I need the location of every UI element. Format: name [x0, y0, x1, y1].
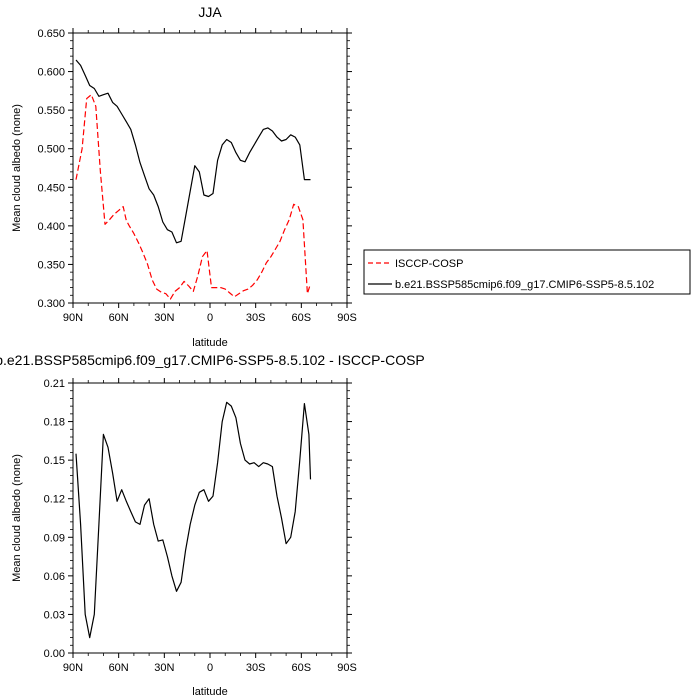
top-x-tick-label: 90N — [63, 312, 83, 324]
bottom-series-line-0 — [75, 401, 312, 639]
bottom-x-tick-label: 90N — [63, 662, 83, 674]
top-series-lines — [75, 59, 312, 300]
bottom-y-tick-label: 0.03 — [44, 609, 65, 621]
top-x-tick-label: 30N — [154, 312, 174, 324]
top-x-tick-label: 60N — [109, 312, 129, 324]
bottom-y-tick-label: 0.18 — [44, 417, 65, 429]
top-chart-title: JJA — [198, 4, 222, 20]
bottom-x-tick-label: 0 — [207, 662, 213, 674]
legend-label-model: b.e21.BSSP585cmip6.f09_g17.CMIP6-SSP5-8.… — [395, 279, 654, 291]
top-y-tick-label: 0.350 — [37, 259, 65, 271]
top-x-tick-label: 90S — [337, 312, 357, 324]
top-series-line-0 — [75, 94, 312, 300]
top-y-tick-label: 0.500 — [37, 144, 65, 156]
top-line-chart: JJA latitude Mean cloud albedo (none) 0.… — [11, 4, 357, 349]
bottom-series-lines — [75, 401, 312, 639]
top-y-tick-label: 0.550 — [37, 105, 65, 117]
legend-box — [363, 249, 691, 295]
top-x-tick-label: 60S — [292, 312, 312, 324]
top-x-tick-label: 0 — [207, 312, 213, 324]
bottom-x-ticks: 90N 60N 30N 0 30S 60S 90S — [63, 378, 357, 674]
bottom-x-tick-label: 30N — [154, 662, 174, 674]
top-y-tick-label: 0.450 — [37, 182, 65, 194]
top-y-tick-label: 0.400 — [37, 221, 65, 233]
top-y-axis-label: Mean cloud albedo (none) — [11, 104, 23, 232]
bottom-x-tick-label: 60S — [292, 662, 312, 674]
top-series-line-1 — [75, 59, 311, 244]
bottom-x-axis-label: latitude — [192, 686, 227, 698]
top-x-axis-label: latitude — [192, 337, 227, 349]
bottom-y-tick-label: 0.12 — [44, 494, 65, 506]
bottom-y-tick-label: 0.06 — [44, 571, 65, 583]
bottom-y-tick-label: 0.15 — [44, 455, 65, 467]
bottom-y-tick-label: 0.00 — [44, 648, 65, 660]
bottom-x-tick-label: 30S — [246, 662, 266, 674]
top-x-tick-label: 30S — [246, 312, 266, 324]
top-y-tick-label: 0.600 — [37, 67, 65, 79]
legend-label-isccp: ISCCP-COSP — [395, 258, 463, 270]
top-y-ticks: 0.300 0.350 0.400 0.450 0.500 0.550 0.600 0.650 — [37, 28, 352, 310]
bottom-y-axis-label: Mean cloud albedo (none) — [11, 454, 23, 582]
top-x-ticks: 90N 60N 30N 0 30S 60S 90S — [63, 28, 357, 324]
legend: ISCCP-COSP b.e21.BSSP585cmip6.f09_g17.CM… — [363, 249, 691, 295]
bottom-plot-frame — [72, 382, 348, 654]
bottom-x-tick-label: 90S — [337, 662, 357, 674]
bottom-y-tick-label: 0.21 — [44, 378, 65, 390]
bottom-y-ticks: 0.00 0.03 0.06 0.09 0.12 0.15 0.18 0.21 — [44, 378, 352, 660]
bottom-x-tick-label: 60N — [109, 662, 129, 674]
bottom-chart-title: b.e21.BSSP585cmip6.f09_g17.CMIP6-SSP5-8.… — [0, 352, 425, 368]
bottom-y-tick-label: 0.09 — [44, 532, 65, 544]
bottom-line-chart: b.e21.BSSP585cmip6.f09_g17.CMIP6-SSP5-8.… — [0, 352, 425, 698]
top-y-tick-label: 0.300 — [37, 298, 65, 310]
top-y-tick-label: 0.650 — [37, 28, 65, 40]
